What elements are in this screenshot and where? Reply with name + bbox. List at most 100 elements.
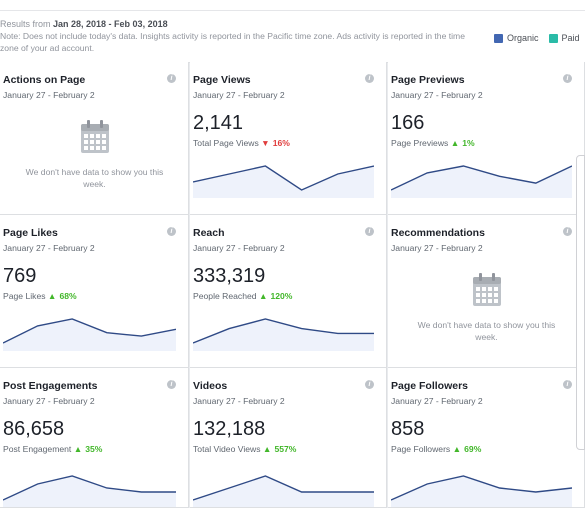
sparkline-area bbox=[3, 476, 176, 507]
card-date-range: January 27 - February 2 bbox=[391, 243, 483, 253]
sparkline-line bbox=[391, 475, 572, 501]
metric-value: 86,658 bbox=[3, 418, 65, 440]
sparkline-chart[interactable] bbox=[3, 311, 176, 351]
card-date-range: January 27 - February 2 bbox=[391, 90, 483, 100]
metric-change: 35% bbox=[85, 444, 103, 454]
info-icon[interactable]: i bbox=[563, 74, 572, 83]
legend-paid: Paid bbox=[548, 33, 580, 43]
sparkline-area bbox=[391, 166, 572, 198]
trend-up-icon: ▲ bbox=[450, 138, 460, 148]
sparkline-line bbox=[3, 318, 176, 344]
card-post-engagements[interactable]: Post Engagements January 27 - February 2 i… bbox=[0, 368, 189, 508]
metric-label: Total Page Views bbox=[193, 138, 259, 148]
card-title[interactable]: Page Views bbox=[193, 74, 251, 86]
info-icon[interactable]: i bbox=[365, 380, 374, 389]
card-date-range: January 27 - February 2 bbox=[193, 396, 285, 406]
info-icon[interactable]: i bbox=[167, 74, 176, 83]
trend-up-icon: ▲ bbox=[47, 291, 57, 301]
sparkline-line bbox=[193, 318, 374, 344]
metric-label-row: Page Followers ▲ 69% bbox=[391, 444, 481, 454]
card-date-range: January 27 - February 2 bbox=[3, 396, 95, 406]
card-title[interactable]: Actions on Page bbox=[3, 74, 86, 86]
paid-swatch bbox=[548, 33, 558, 43]
empty-state-text: We don't have data to show you this week… bbox=[417, 320, 556, 342]
metric-label: Page Likes bbox=[3, 291, 46, 301]
metric-value: 769 bbox=[3, 265, 37, 287]
metric-label: People Reached bbox=[193, 291, 257, 301]
trend-up-icon: ▲ bbox=[73, 444, 83, 454]
metric-change: 120% bbox=[270, 291, 293, 301]
results-range: Results from Jan 28, 2018 - Feb 03, 2018 bbox=[0, 19, 168, 29]
metric-label-row: Post Engagement ▲ 35% bbox=[3, 444, 102, 454]
metric-label: Page Followers bbox=[391, 444, 451, 454]
sparkline-chart[interactable] bbox=[391, 158, 572, 198]
info-icon[interactable]: i bbox=[167, 380, 176, 389]
sparkline-area bbox=[3, 319, 176, 351]
info-icon[interactable]: i bbox=[365, 74, 374, 83]
card-page-likes[interactable]: Page Likes January 27 - February 2 i 769 Pag… bbox=[0, 215, 189, 368]
metric-label: Total Video Views bbox=[193, 444, 261, 454]
sparkline-chart[interactable] bbox=[391, 468, 572, 508]
card-page-previews[interactable]: Page Previews January 27 - February 2 i 166… bbox=[388, 62, 585, 215]
card-date-range: January 27 - February 2 bbox=[391, 396, 483, 406]
metric-value: 132,188 bbox=[193, 418, 266, 440]
card-date-range: January 27 - February 2 bbox=[193, 90, 285, 100]
trend-up-icon: ▲ bbox=[452, 444, 462, 454]
legend-organic-label: Organic bbox=[507, 33, 539, 43]
results-prefix: Results from bbox=[0, 19, 54, 29]
card-title[interactable]: Recommendations bbox=[391, 227, 485, 239]
sparkline-chart[interactable] bbox=[193, 158, 374, 198]
metric-value: 333,319 bbox=[193, 265, 266, 287]
metric-value: 166 bbox=[391, 112, 425, 134]
sparkline-chart[interactable] bbox=[193, 468, 374, 508]
sparkline-line bbox=[391, 165, 572, 191]
card-title[interactable]: Reach bbox=[193, 227, 225, 239]
metric-value: 858 bbox=[391, 418, 425, 440]
insights-header: Results from Jan 28, 2018 - Feb 03, 2018… bbox=[0, 0, 585, 63]
legend-organic: Organic bbox=[494, 33, 539, 43]
side-scrollbar[interactable] bbox=[576, 155, 585, 450]
metric-label-row: Total Video Views ▲ 557% bbox=[193, 444, 296, 454]
sparkline-area bbox=[193, 166, 374, 198]
metric-change: 16% bbox=[272, 138, 290, 148]
card-title[interactable]: Page Followers bbox=[391, 380, 469, 392]
metric-label-row: Page Previews ▲ 1% bbox=[391, 138, 475, 148]
info-icon[interactable]: i bbox=[167, 227, 176, 236]
card-date-range: January 27 - February 2 bbox=[193, 243, 285, 253]
info-icon[interactable]: i bbox=[563, 227, 572, 236]
card-reach[interactable]: Reach January 27 - February 2 i 333,319 Peop… bbox=[190, 215, 387, 368]
sparkline-area bbox=[391, 476, 572, 507]
results-dates: Jan 28, 2018 - Feb 03, 2018 bbox=[53, 19, 168, 29]
calendar-icon bbox=[472, 273, 501, 306]
card-date-range: January 27 - February 2 bbox=[3, 90, 95, 100]
card-title[interactable]: Page Likes bbox=[3, 227, 58, 239]
info-icon[interactable]: i bbox=[563, 380, 572, 389]
sparkline-chart[interactable] bbox=[193, 311, 374, 351]
trend-down-icon: ▼ bbox=[261, 138, 270, 148]
card-videos[interactable]: Videos January 27 - February 2 i 132,188 Tot… bbox=[190, 368, 387, 508]
organic-swatch bbox=[494, 33, 503, 43]
trend-up-icon: ▲ bbox=[258, 291, 268, 301]
legend-paid-label: Paid bbox=[561, 33, 580, 43]
timezone-note: Note: Does not include today's data. Ins… bbox=[0, 31, 465, 53]
sparkline-area bbox=[193, 319, 374, 351]
card-date-range: January 27 - February 2 bbox=[3, 243, 95, 253]
card-title[interactable]: Videos bbox=[193, 380, 228, 392]
card-title[interactable]: Post Engagements bbox=[3, 380, 98, 392]
sparkline-line bbox=[193, 165, 374, 191]
metric-label: Page Previews bbox=[391, 138, 449, 148]
sparkline-chart[interactable] bbox=[3, 468, 176, 508]
metric-label-row: People Reached ▲ 120% bbox=[193, 291, 292, 301]
metric-value: 2,141 bbox=[193, 112, 244, 134]
metric-label-row: Total Page Views ▼ 16% bbox=[193, 138, 290, 148]
card-page-followers[interactable]: Page Followers January 27 - February 2 i 85… bbox=[388, 368, 585, 508]
metric-change: 68% bbox=[59, 291, 77, 301]
card-title[interactable]: Page Previews bbox=[391, 74, 465, 86]
top-divider bbox=[0, 0, 585, 11]
trend-up-icon: ▲ bbox=[262, 444, 272, 454]
empty-state-text: We don't have data to show you this week… bbox=[25, 167, 164, 189]
card-page-views[interactable]: Page Views January 27 - February 2 i 2,141 T… bbox=[190, 62, 387, 215]
info-icon[interactable]: i bbox=[365, 227, 374, 236]
